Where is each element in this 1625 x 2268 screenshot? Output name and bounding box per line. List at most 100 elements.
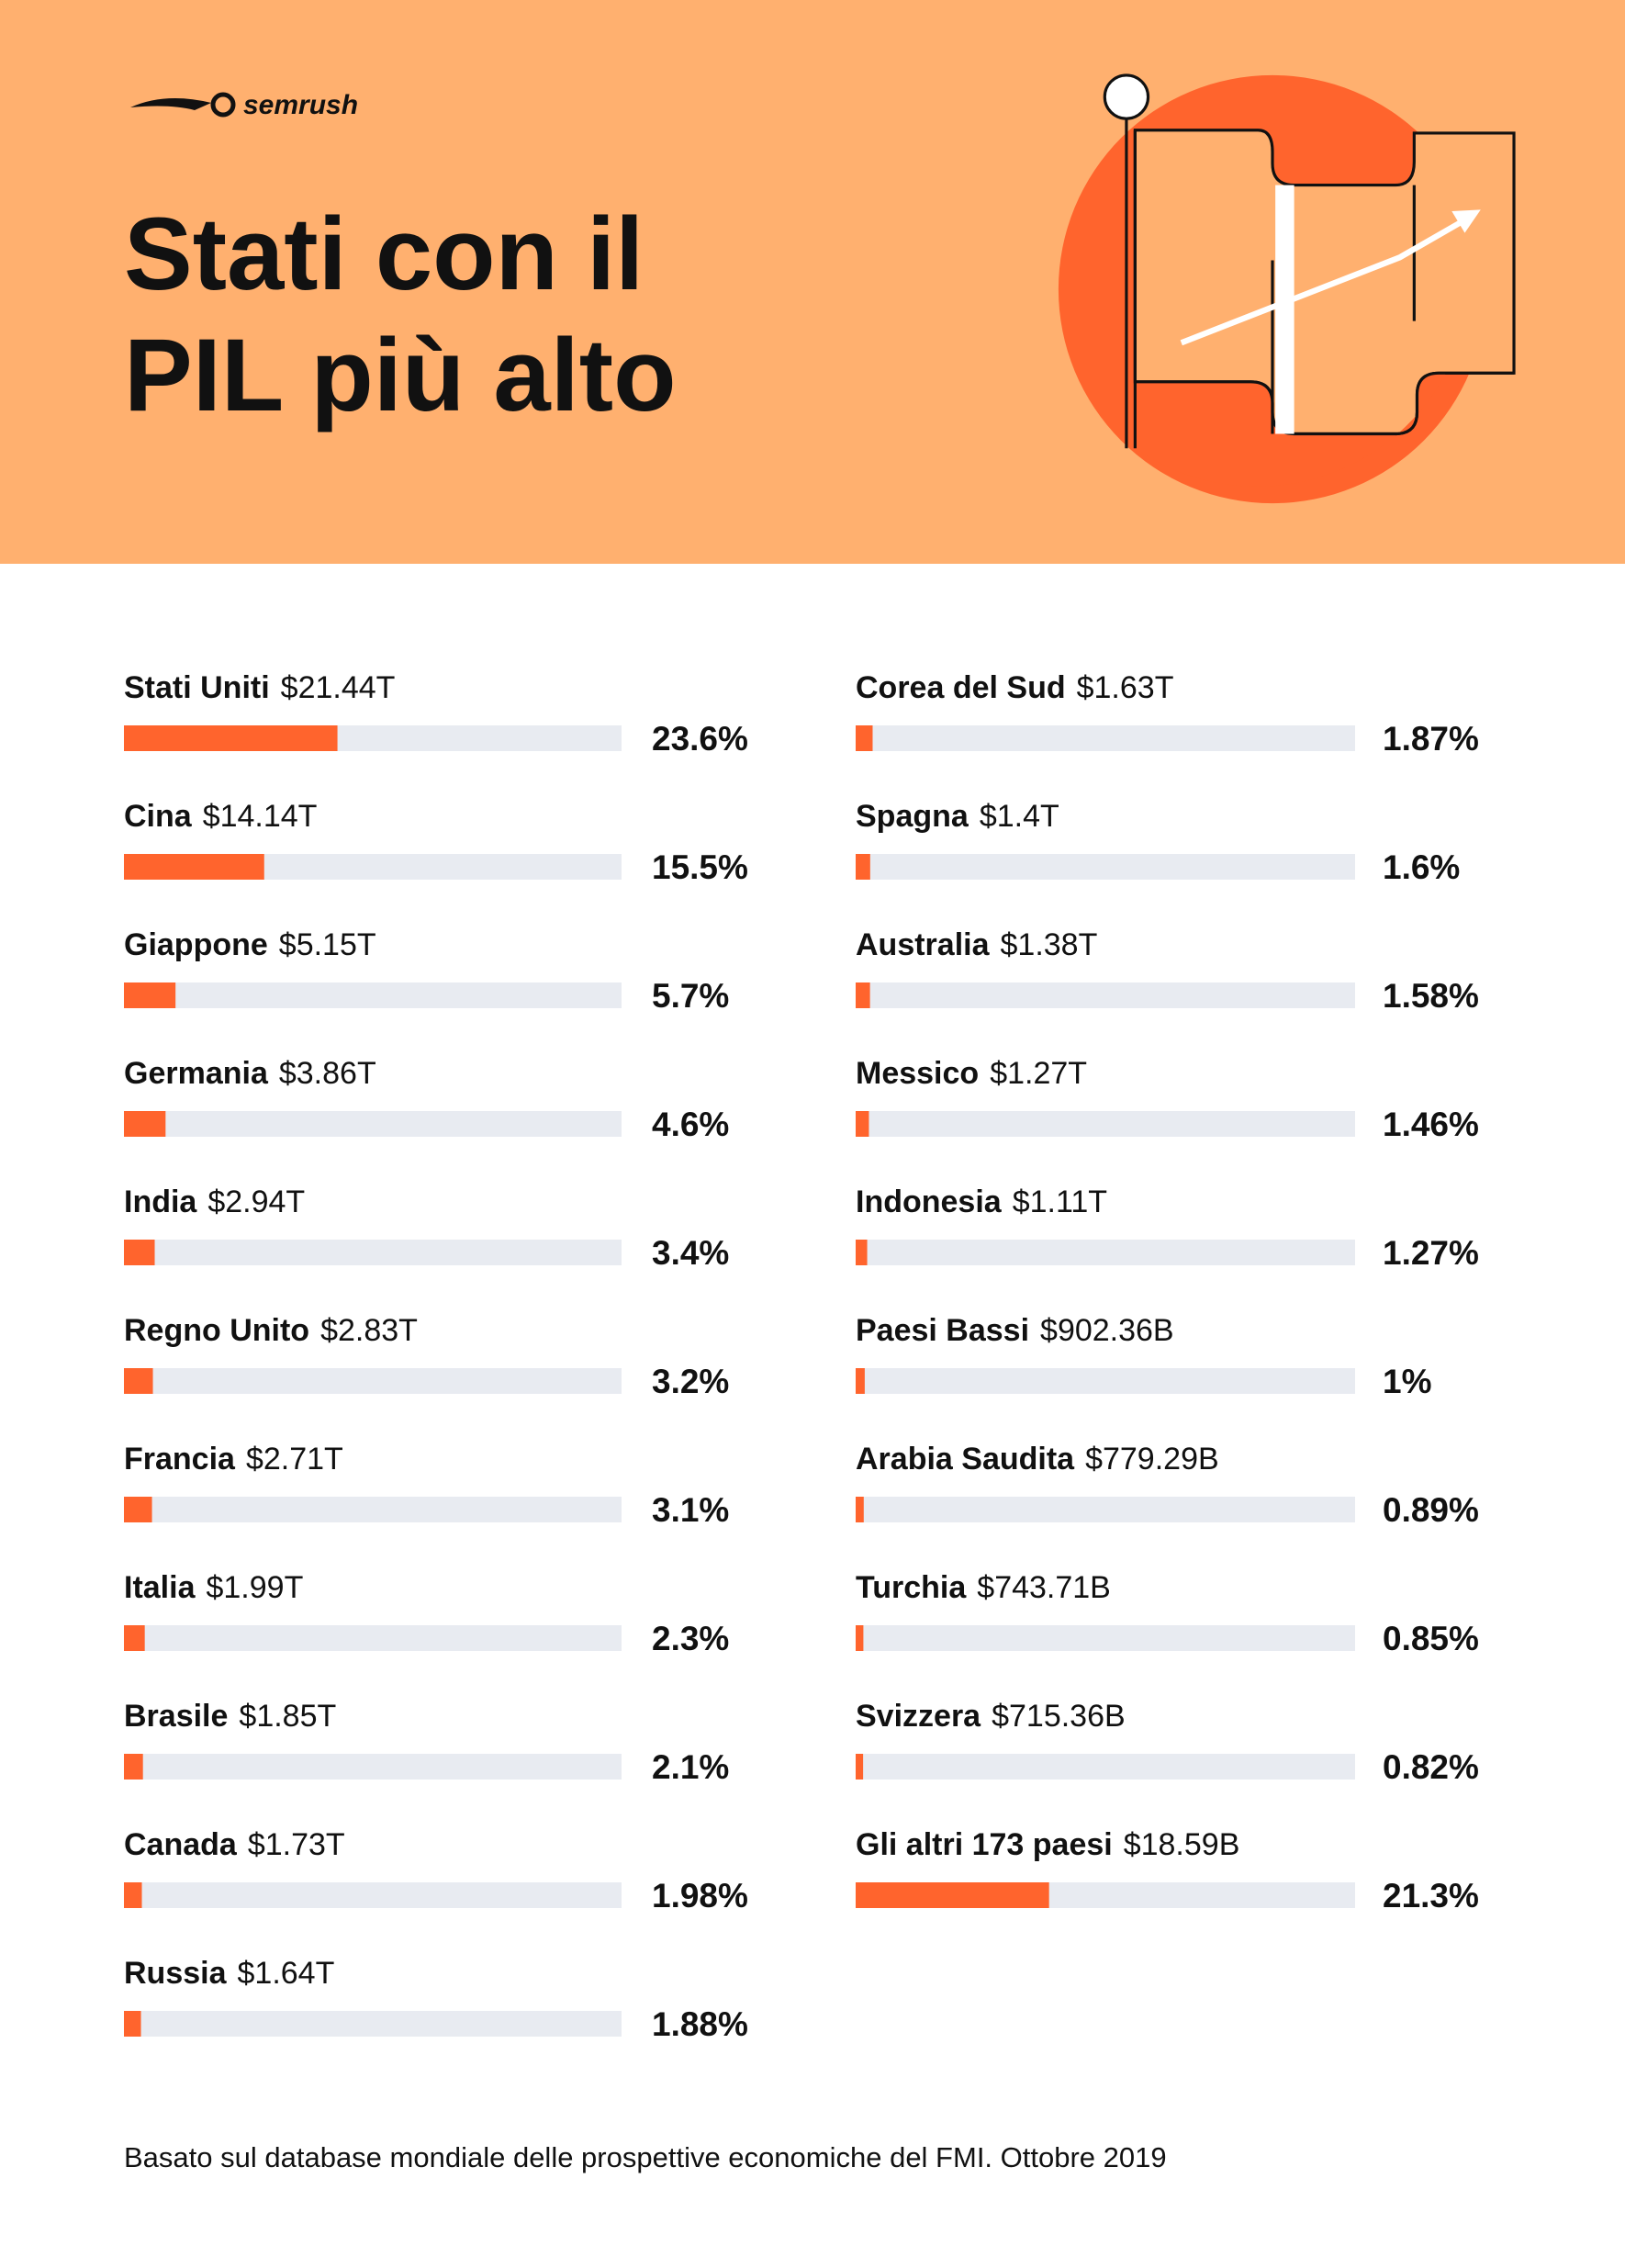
country-name: Canada <box>124 1827 238 1862</box>
flag-pole-top <box>1103 73 1150 120</box>
row-label: Russia $1.64T <box>124 1956 334 1991</box>
country-name: Australia <box>856 927 991 962</box>
gdp-label: $1.99T <box>206 1570 303 1605</box>
gdp-label: $2.71T <box>246 1442 343 1476</box>
gdp-label: $2.83T <box>320 1313 418 1348</box>
gdp-label: $1.4T <box>980 799 1059 834</box>
gdp-label: $1.63T <box>1077 670 1174 705</box>
title-line: PIL più alto <box>124 318 677 432</box>
country-name: Arabia Saudita <box>856 1442 1075 1476</box>
value-label: 1.88% <box>652 2005 748 2043</box>
bar-track <box>856 982 1355 1008</box>
bar <box>856 1111 869 1137</box>
row-label: Svizzera $715.36B <box>856 1699 1126 1734</box>
logo: semrush <box>130 90 358 120</box>
value-label: 21.3% <box>1383 1877 1479 1914</box>
country-name: Stati Uniti <box>124 670 270 705</box>
value-label: 1.98% <box>652 1877 748 1914</box>
bar-track <box>124 2011 622 2037</box>
country-name: Turchia <box>856 1570 967 1605</box>
bar-track <box>856 1368 1355 1394</box>
bar-track <box>856 1111 1355 1137</box>
gdp-label: $779.29B <box>1085 1442 1219 1476</box>
illustration <box>1058 73 1516 504</box>
bar-track <box>124 1368 622 1394</box>
country-name: Indonesia <box>856 1185 1003 1219</box>
bar <box>124 1882 142 1908</box>
bar-track <box>856 1497 1355 1522</box>
gdp-label: $715.36B <box>992 1699 1126 1734</box>
trend-arrow-head <box>1451 209 1481 233</box>
bar <box>124 1368 153 1394</box>
flag-stripe <box>1275 185 1294 434</box>
trend-arrow <box>1180 216 1470 346</box>
value-label: 23.6% <box>652 720 748 758</box>
country-name: Cina <box>124 799 193 834</box>
value-label: 0.85% <box>1383 1620 1479 1657</box>
value-label: 1% <box>1383 1363 1431 1400</box>
value-label: 4.6% <box>652 1106 729 1143</box>
bar <box>856 1882 1049 1908</box>
gdp-label: $3.86T <box>279 1056 376 1091</box>
row-label: India $2.94T <box>124 1185 305 1219</box>
gdp-label: $1.85T <box>239 1699 336 1734</box>
value-label: 2.1% <box>652 1748 729 1786</box>
row-label: Germania $3.86T <box>124 1056 376 1091</box>
gdp-label: $902.36B <box>1040 1313 1174 1348</box>
bar-track <box>124 1754 622 1780</box>
bar <box>124 854 264 880</box>
bar-track <box>124 1625 622 1651</box>
bar <box>124 2011 141 2037</box>
gdp-label: $18.59B <box>1124 1827 1240 1862</box>
value-label: 3.4% <box>652 1234 729 1272</box>
value-label: 0.82% <box>1383 1748 1479 1786</box>
row-label: Giappone $5.15T <box>124 927 376 962</box>
row-label: Brasile $1.85T <box>124 1699 336 1734</box>
bar-track <box>856 1240 1355 1265</box>
country-name: Corea del Sud <box>856 670 1066 705</box>
gdp-label: $1.38T <box>1001 927 1098 962</box>
value-label: 2.3% <box>652 1620 729 1657</box>
country-name: Brasile <box>124 1699 228 1734</box>
logo-text: semrush <box>243 90 358 120</box>
row-label: Indonesia $1.11T <box>856 1185 1107 1219</box>
bar <box>856 982 870 1008</box>
bar <box>856 1240 868 1265</box>
row-label: Francia $2.71T <box>124 1442 343 1476</box>
country-name: India <box>124 1185 197 1219</box>
value-label: 0.89% <box>1383 1491 1479 1529</box>
row-label: Corea del Sud $1.63T <box>856 670 1173 705</box>
bar <box>124 1240 155 1265</box>
logo-ball <box>210 92 236 118</box>
country-name: Gli altri 173 paesi <box>856 1827 1113 1862</box>
bar-track <box>856 725 1355 751</box>
country-name: Svizzera <box>856 1699 981 1734</box>
gdp-label: $1.27T <box>990 1056 1087 1091</box>
bar <box>124 1625 145 1651</box>
value-label: 1.6% <box>1383 848 1460 886</box>
gdp-label: $5.15T <box>279 927 376 962</box>
row-label: Regno Unito $2.83T <box>124 1313 418 1348</box>
logo-flame <box>130 98 211 110</box>
row-label: Spagna $1.4T <box>856 799 1059 834</box>
bar <box>124 1754 143 1780</box>
value-label: 3.2% <box>652 1363 729 1400</box>
bar-track <box>124 1240 622 1265</box>
bar-track <box>124 982 622 1008</box>
gdp-label: $21.44T <box>281 670 396 705</box>
bar <box>856 725 873 751</box>
title-line: Stati con il <box>124 196 644 311</box>
value-label: 1.27% <box>1383 1234 1479 1272</box>
bar-track <box>124 1497 622 1522</box>
row-label: Cina $14.14T <box>124 799 317 834</box>
country-name: Messico <box>856 1056 979 1091</box>
row-label: Italia $1.99T <box>124 1570 303 1605</box>
gdp-label: $14.14T <box>203 799 318 834</box>
country-name: Giappone <box>124 927 268 962</box>
bar <box>124 1111 166 1137</box>
bar <box>856 854 870 880</box>
row-label: Messico $1.27T <box>856 1056 1087 1091</box>
country-name: Italia <box>124 1570 196 1605</box>
row-label: Arabia Saudita $779.29B <box>856 1442 1219 1476</box>
